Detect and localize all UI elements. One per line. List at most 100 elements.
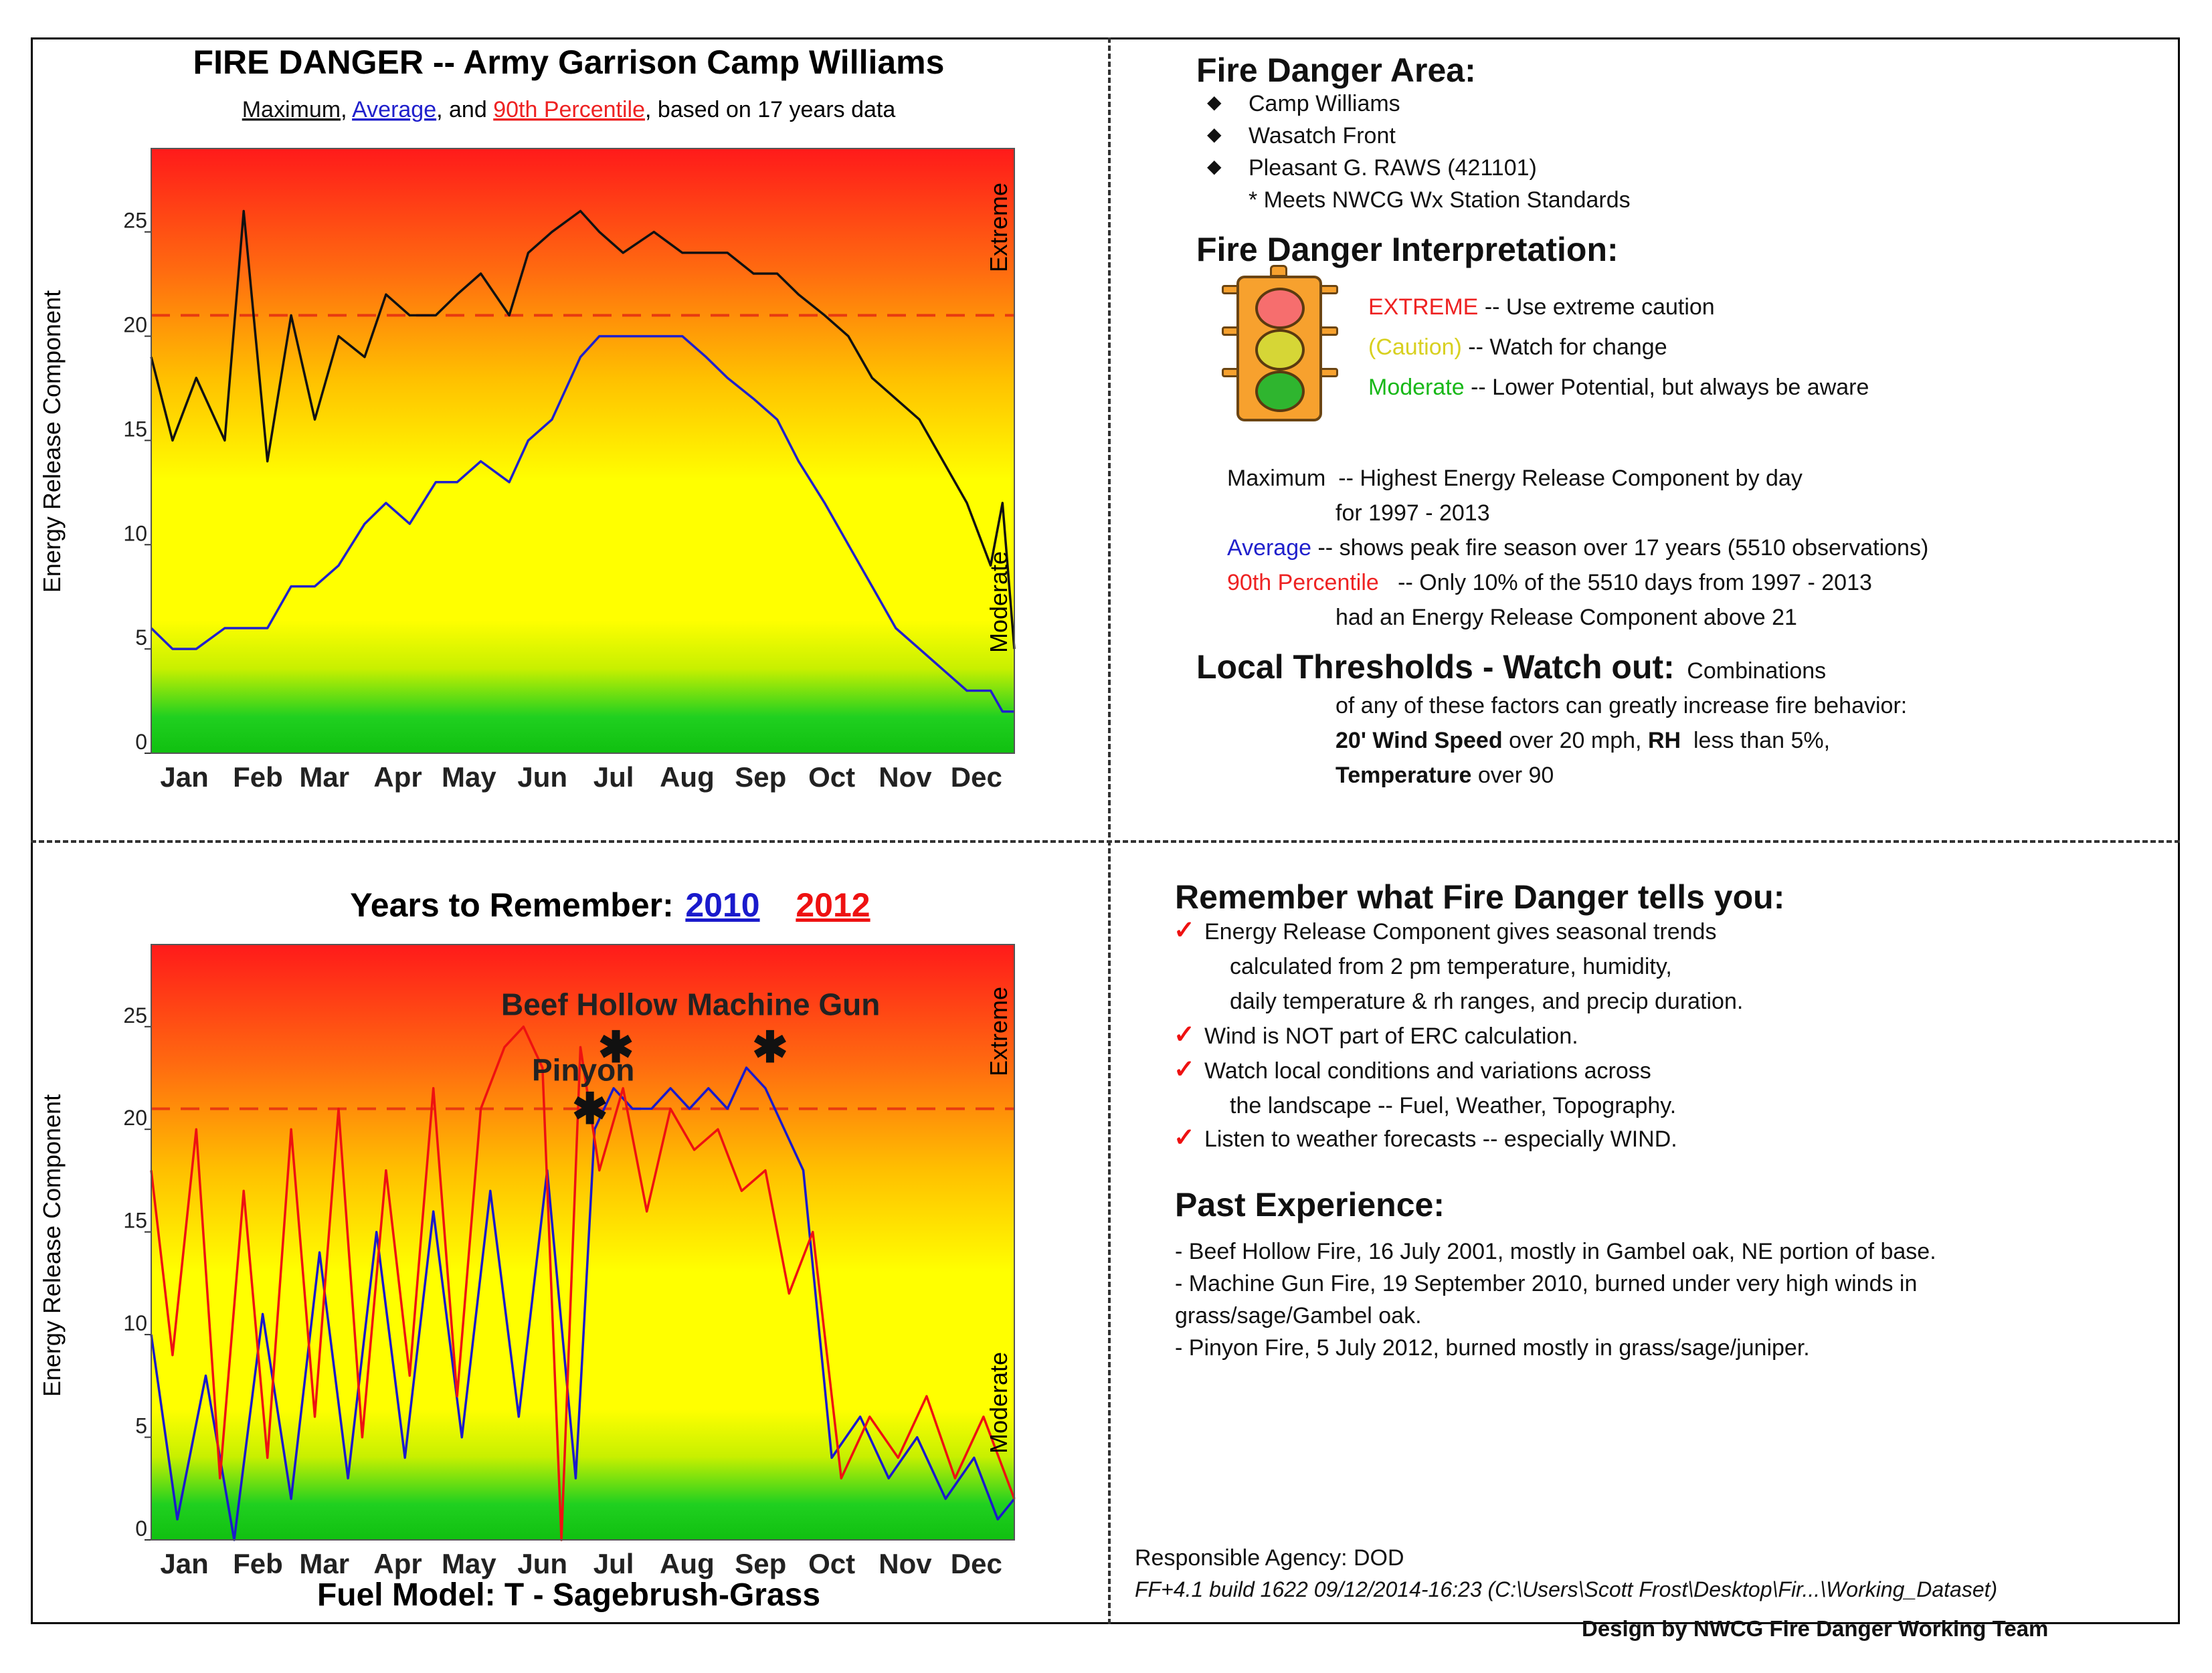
footer-build: FF+4.1 build 1622 09/12/2014-16:23 (C:\U… [1135, 1577, 1998, 1601]
red-light [1255, 288, 1305, 329]
plot-border [151, 944, 1015, 1541]
y-tick-label: 5 [135, 1414, 147, 1438]
chart1-extreme-label: Extreme [985, 183, 1012, 272]
def-maximum: Maximum -- Highest Energy Release Compon… [1227, 466, 1803, 491]
subtitle-maximum: Maximum [242, 97, 341, 122]
x-tick-label: Jan [160, 761, 208, 793]
x-tick-label: Sep [735, 1548, 786, 1579]
y-tick-label: 10 [123, 521, 147, 545]
interp-moderate: Moderate -- Lower Potential, but always … [1368, 375, 1869, 401]
extreme-text: -- Use extreme caution [1484, 294, 1715, 320]
remember-item-cont: the landscape -- Fuel, Weather, Topograp… [1230, 1093, 1677, 1118]
area-item: Wasatch Front [1207, 123, 1396, 149]
event-label: Pinyon [532, 1053, 634, 1088]
def-maximum-cont: for 1997 - 2013 [1335, 500, 1490, 526]
area-title: Fire Danger Area: [1196, 52, 1476, 89]
y-tick-label: 25 [123, 209, 147, 233]
remember-item: Watch local conditions and variations ac… [1204, 1058, 1651, 1084]
past-item: - Pinyon Fire, 5 July 2012, burned mostl… [1175, 1335, 1810, 1361]
plot-border [151, 148, 1015, 754]
x-tick-label: May [442, 1548, 496, 1579]
subtitle-average: Average [352, 97, 436, 122]
chart-years-to-remember: Years to Remember: 2010 2012 0 5 10 15 20 25 J… [38, 886, 1016, 1613]
extreme-label: EXTREME [1368, 294, 1479, 320]
page-frame [31, 37, 2180, 1624]
x-tick-label: Dec [951, 1548, 1002, 1579]
remember-item: Listen to weather forecasts -- especiall… [1204, 1126, 1677, 1153]
chart1-subtitle: Maximum, Average, and 90th Percentile, b… [242, 97, 896, 122]
x-tick-label: Sep [735, 761, 786, 793]
area-note: * Meets NWCG Wx Station Standards [1249, 187, 1631, 213]
chart2-fuel-model: Fuel Model: T - Sagebrush-Grass [317, 1577, 820, 1613]
x-tick-label: Feb [233, 761, 283, 793]
x-tick-label: Aug [660, 761, 715, 793]
moderate-label: Moderate [1368, 375, 1465, 400]
interp-caution: (Caution) -- Watch for change [1368, 334, 1667, 361]
x-tick-label: Jan [160, 1548, 208, 1579]
def-p90: 90th Percentile -- Only 10% of the 5510 … [1227, 570, 1872, 595]
caution-text: -- Watch for change [1468, 334, 1667, 360]
y-tick-label: 15 [123, 1209, 147, 1233]
x-tick-label: Oct [808, 1548, 855, 1579]
remember-item: Energy Release Component gives seasonal … [1204, 919, 1716, 945]
event-marker: ✱ [752, 1023, 788, 1071]
legend-2012: 2012 [796, 886, 870, 924]
legend-2010: 2010 [685, 886, 759, 924]
x-tick-label: Mar [299, 1548, 349, 1579]
remember-item-cont: calculated from 2 pm temperature, humidi… [1230, 954, 1672, 979]
x-tick-label: Aug [660, 1548, 715, 1579]
x-tick-label: Dec [951, 761, 1002, 793]
x-tick-label: Jul [593, 761, 634, 793]
x-tick-label: Nov [879, 761, 932, 793]
series-line-maximum [150, 209, 1016, 650]
footer-agency: Responsible Agency: DOD [1135, 1545, 1404, 1571]
check-icon [1174, 1054, 1195, 1084]
past-item-cont: grass/sage/Gambel oak. [1175, 1303, 1422, 1328]
caution-label: (Caution) [1368, 334, 1462, 360]
chart1-moderate-label: Moderate [985, 551, 1012, 653]
check-icon [1174, 915, 1195, 945]
moderate-text: -- Lower Potential, but always be aware [1471, 375, 1869, 400]
yellow-light [1255, 329, 1305, 371]
chart1-plot-area: 0 5 10 15 20 25 Jan Feb Mar Apr May Jun Jul Aug Sep Oct… [123, 148, 1016, 793]
x-tick-label: Nov [879, 1548, 932, 1579]
x-tick-label: Oct [808, 761, 855, 793]
footer-design: Design by NWCG Fire Danger Working Team [1582, 1616, 2049, 1641]
thresholds-line3: 20' Wind Speed over 20 mph, RH less than… [1335, 728, 1831, 753]
thresholds-line2: of any of these factors can greatly incr… [1335, 693, 1908, 718]
x-tick-label: Feb [233, 1548, 283, 1579]
chart1-title: FIRE DANGER -- Army Garrison Camp Willia… [193, 43, 945, 81]
chart2-extreme-label: Extreme [985, 987, 1012, 1076]
remember-title: Remember what Fire Danger tells you: [1175, 878, 1785, 916]
y-tick-label: 5 [135, 625, 147, 650]
chart-fire-danger: FIRE DANGER -- Army Garrison Camp Willia… [38, 43, 1016, 793]
remember-item-cont: daily temperature & rh ranges, and preci… [1230, 989, 1744, 1014]
area-item: Pleasant G. RAWS (421101) [1207, 155, 1537, 181]
remember-item: Wind is NOT part of ERC calculation. [1204, 1023, 1578, 1050]
event-marker: ✱ [598, 1023, 634, 1071]
past-title: Past Experience: [1175, 1186, 1445, 1223]
plot-background [151, 945, 1014, 1540]
chart1-ylabel: Energy Release Component [38, 290, 66, 593]
y-tick-label: 0 [135, 730, 147, 754]
check-icon [1174, 1019, 1195, 1050]
event-label: Beef Hollow [501, 987, 677, 1021]
past-item: - Beef Hollow Fire, 16 July 2001, mostly… [1175, 1239, 1936, 1264]
x-tick-label: Jun [517, 1548, 567, 1579]
interp-title: Fire Danger Interpretation: [1196, 231, 1619, 268]
subtitle-p90: 90th Percentile [493, 97, 645, 122]
event-marker: ✱ [572, 1085, 608, 1133]
y-tick-label: 20 [123, 1106, 147, 1130]
x-tick-label: Jul [593, 1548, 634, 1579]
chart2-moderate-label: Moderate [985, 1352, 1012, 1454]
vertical-divider [1108, 37, 1111, 1624]
def-average: Average -- shows peak fire season over 1… [1227, 535, 1929, 561]
y-tick-label: 25 [123, 1003, 147, 1027]
plot-background [151, 149, 1014, 753]
x-tick-label: Apr [373, 761, 422, 793]
check-icon [1174, 1122, 1195, 1153]
thresholds-line4: Temperature over 90 [1335, 763, 1554, 788]
y-tick-label: 15 [123, 417, 147, 441]
x-tick-label: Apr [373, 1548, 422, 1579]
past-item: - Machine Gun Fire, 19 September 2010, b… [1175, 1271, 1918, 1296]
